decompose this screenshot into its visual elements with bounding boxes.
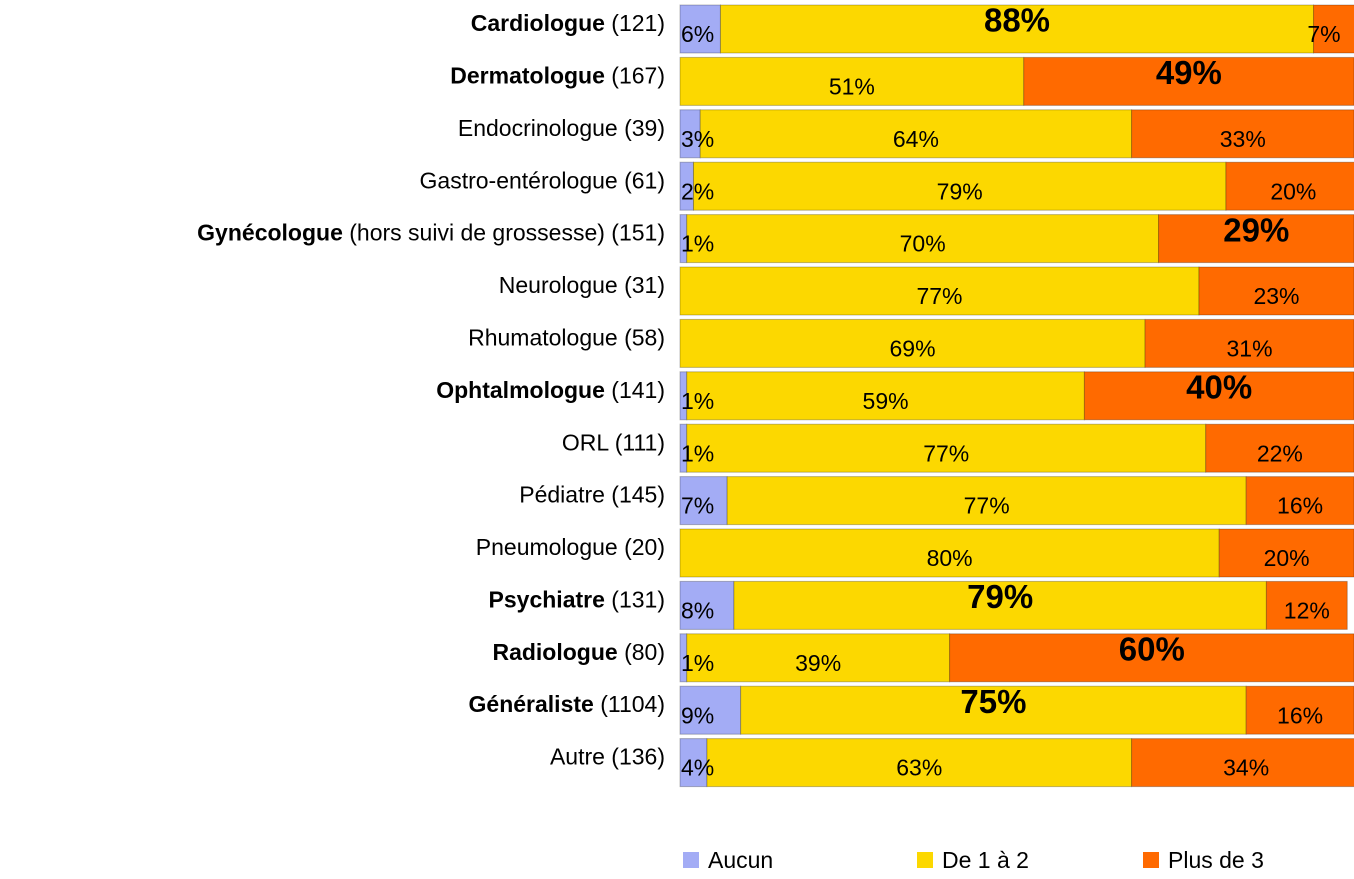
value-label: 80% xyxy=(927,545,973,571)
legend-label: Plus de 3 xyxy=(1168,847,1264,873)
bar-segment xyxy=(1205,423,1354,473)
value-label: 16% xyxy=(1277,493,1323,519)
bar-segment xyxy=(1245,685,1354,735)
plot-area xyxy=(679,4,1354,788)
category-label: Rhumatologue (58) xyxy=(468,324,665,350)
value-label: 7% xyxy=(681,493,714,519)
value-label: 2% xyxy=(681,178,714,204)
bar-segment xyxy=(679,580,735,630)
value-label: 33% xyxy=(1220,126,1266,152)
bar-segment xyxy=(740,685,1247,735)
category-label: Cardiologue (121) xyxy=(471,10,665,36)
value-label: 51% xyxy=(829,73,875,99)
category-label: Ophtalmologue (141) xyxy=(436,377,665,403)
bar-segment xyxy=(679,528,1220,578)
bar-segment xyxy=(1083,371,1354,421)
value-label: 63% xyxy=(896,755,942,781)
value-label: 20% xyxy=(1264,545,1310,571)
bar-segment xyxy=(1225,161,1354,211)
value-label: 31% xyxy=(1227,335,1273,361)
legend-swatch xyxy=(917,852,933,868)
bar-segment xyxy=(1245,476,1354,526)
value-label: 16% xyxy=(1277,702,1323,728)
value-label: 6% xyxy=(681,21,714,47)
value-label: 88% xyxy=(984,2,1050,39)
bar-segment xyxy=(679,56,1025,106)
bar-segment xyxy=(719,4,1315,54)
value-label: 4% xyxy=(681,755,714,781)
bar-segment xyxy=(733,580,1267,630)
bar-segment xyxy=(726,476,1247,526)
category-label: Pneumologue (20) xyxy=(476,534,665,560)
category-label: Gastro-entérologue (61) xyxy=(420,167,665,193)
category-label: Neurologue (31) xyxy=(499,272,665,298)
value-label: 22% xyxy=(1257,440,1303,466)
bar-segment xyxy=(692,161,1227,211)
value-label: 1% xyxy=(681,440,714,466)
value-label: 40% xyxy=(1186,369,1252,406)
value-label: 34% xyxy=(1223,755,1269,781)
bar-segment xyxy=(949,633,1354,683)
category-label: Gynécologue (hors suivi de grossesse) (1… xyxy=(197,220,665,246)
bar-segment xyxy=(679,738,708,788)
value-label: 69% xyxy=(890,335,936,361)
value-label: 9% xyxy=(681,702,714,728)
value-label: 75% xyxy=(960,683,1026,720)
value-label: 49% xyxy=(1156,54,1222,91)
value-label: 70% xyxy=(900,231,946,257)
value-label: 77% xyxy=(916,283,962,309)
value-label: 7% xyxy=(1307,21,1340,47)
bar-segment xyxy=(686,371,1085,421)
bar-segment xyxy=(1144,318,1354,368)
value-label: 79% xyxy=(967,578,1033,615)
bar-segment xyxy=(686,423,1207,473)
legend-swatch xyxy=(1143,852,1159,868)
value-label: 20% xyxy=(1270,178,1316,204)
value-label: 64% xyxy=(893,126,939,152)
value-label: 29% xyxy=(1223,211,1289,248)
category-label: Psychiatre (131) xyxy=(489,586,665,612)
value-label: 77% xyxy=(964,493,1010,519)
value-label: 59% xyxy=(863,388,909,414)
value-label: 39% xyxy=(795,650,841,676)
bar-segment xyxy=(686,633,951,683)
value-label: 1% xyxy=(681,388,714,414)
legend-label: De 1 à 2 xyxy=(942,847,1029,873)
value-label: 79% xyxy=(937,178,983,204)
value-label: 8% xyxy=(681,597,714,623)
value-label: 12% xyxy=(1284,597,1330,623)
bar-segment xyxy=(679,266,1200,316)
value-label: 77% xyxy=(923,440,969,466)
bar-segment xyxy=(1265,580,1348,630)
bar-segment xyxy=(1131,109,1354,159)
value-label: 1% xyxy=(681,650,714,676)
bar-segment xyxy=(679,685,742,735)
category-label: Pédiatre (145) xyxy=(519,482,665,508)
category-label: Dermatologue (167) xyxy=(450,62,665,88)
bar-segment xyxy=(1023,56,1354,106)
bar-segment xyxy=(679,4,721,54)
bar-segment xyxy=(1198,266,1354,316)
bar-segment xyxy=(1313,4,1354,54)
bar-segment xyxy=(1131,738,1354,788)
legend-label: Aucun xyxy=(708,847,773,873)
value-label: 3% xyxy=(681,126,714,152)
bar-segment xyxy=(699,109,1133,159)
legend-swatch xyxy=(683,852,699,868)
bar-segment xyxy=(679,318,1146,368)
value-label: 60% xyxy=(1119,631,1185,668)
bar-segment xyxy=(686,214,1160,264)
category-label: Généraliste (1104) xyxy=(469,691,665,717)
value-label: 23% xyxy=(1253,283,1299,309)
value-label: 1% xyxy=(681,231,714,257)
category-label: Autre (136) xyxy=(550,744,665,770)
bar-segment xyxy=(1158,214,1354,264)
category-label: Radiologue (80) xyxy=(492,639,665,665)
category-label: Endocrinologue (39) xyxy=(458,115,665,141)
category-label: ORL (111) xyxy=(562,429,665,455)
